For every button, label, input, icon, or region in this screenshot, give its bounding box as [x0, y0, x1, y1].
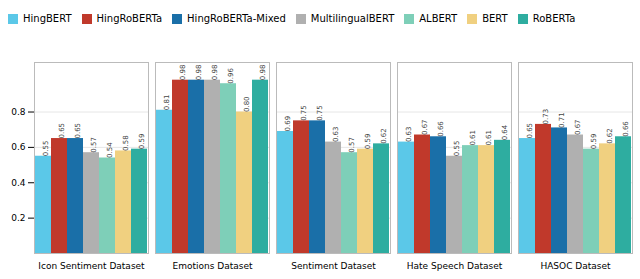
- svg-text:0.73: 0.73: [542, 109, 550, 125]
- svg-text:0.67: 0.67: [421, 119, 429, 135]
- svg-text:0.59: 0.59: [590, 134, 598, 150]
- html-text:HingRoBERTa-Mixed: HingRoBERTa-Mixed: [187, 13, 286, 24]
- svg-text:0.98: 0.98: [259, 65, 267, 81]
- svg-text:0.54: 0.54: [106, 142, 114, 158]
- svg-text:0.75: 0.75: [300, 105, 308, 121]
- svg-text:0.65: 0.65: [526, 123, 534, 139]
- svg-text:0.59: 0.59: [364, 134, 372, 150]
- svg-text:Sentiment Dataset: Sentiment Dataset: [291, 261, 376, 271]
- svg-text:0.71: 0.71: [558, 112, 566, 128]
- svg-text:0.81: 0.81: [163, 95, 171, 111]
- svg-text:0.66: 0.66: [622, 121, 630, 137]
- svg-text:0.98: 0.98: [179, 65, 187, 81]
- svg-text:0.63: 0.63: [332, 126, 340, 142]
- svg-text:0.57: 0.57: [90, 137, 98, 153]
- html-text:ALBERT: ALBERT: [419, 13, 458, 24]
- svg-text:0.55: 0.55: [453, 141, 461, 157]
- svg-text:Hate Speech Dataset: Hate Speech Dataset: [407, 261, 503, 271]
- html-text:RoBERTa: RoBERTa: [532, 13, 576, 24]
- svg-text:Emotions Dataset: Emotions Dataset: [173, 261, 253, 271]
- svg-text:0.65: 0.65: [74, 123, 82, 139]
- html-text:MultilingualBERT: MultilingualBERT: [310, 13, 395, 24]
- svg-text:0.67: 0.67: [574, 119, 582, 135]
- svg-text:0.98: 0.98: [211, 65, 219, 81]
- svg-text:0.65: 0.65: [58, 123, 66, 139]
- svg-text:0.57: 0.57: [348, 137, 356, 153]
- svg-text:0.61: 0.61: [469, 130, 477, 146]
- svg-text:0.61: 0.61: [485, 130, 493, 146]
- svg-text:0.63: 0.63: [405, 126, 413, 142]
- svg-text:0.80: 0.80: [243, 96, 251, 112]
- svg-text:0.6: 0.6: [11, 142, 26, 152]
- svg-text:0.64: 0.64: [501, 124, 509, 140]
- html-text:HingBERT: HingBERT: [23, 13, 72, 24]
- svg-text:0.2: 0.2: [11, 213, 25, 223]
- svg-text:0.75: 0.75: [316, 105, 324, 121]
- svg-text:0.96: 0.96: [227, 68, 235, 84]
- svg-text:0.62: 0.62: [606, 128, 614, 144]
- svg-text:0.66: 0.66: [437, 121, 445, 137]
- svg-text:0.58: 0.58: [122, 135, 130, 151]
- svg-text:Icon Sentiment Dataset: Icon Sentiment Dataset: [38, 261, 145, 271]
- svg-text:0.55: 0.55: [42, 141, 50, 157]
- html-text:HingRoBERTa: HingRoBERTa: [96, 13, 163, 24]
- svg-text:0.62: 0.62: [380, 128, 388, 144]
- svg-text:HASOC Dataset: HASOC Dataset: [540, 261, 611, 271]
- svg-text:0.4: 0.4: [11, 178, 26, 188]
- svg-text:0.59: 0.59: [138, 134, 146, 150]
- svg-text:0.98: 0.98: [195, 65, 203, 81]
- svg-text:0.8: 0.8: [11, 107, 26, 117]
- html-text:BERT: BERT: [482, 13, 508, 24]
- svg-text:0.69: 0.69: [284, 116, 292, 132]
